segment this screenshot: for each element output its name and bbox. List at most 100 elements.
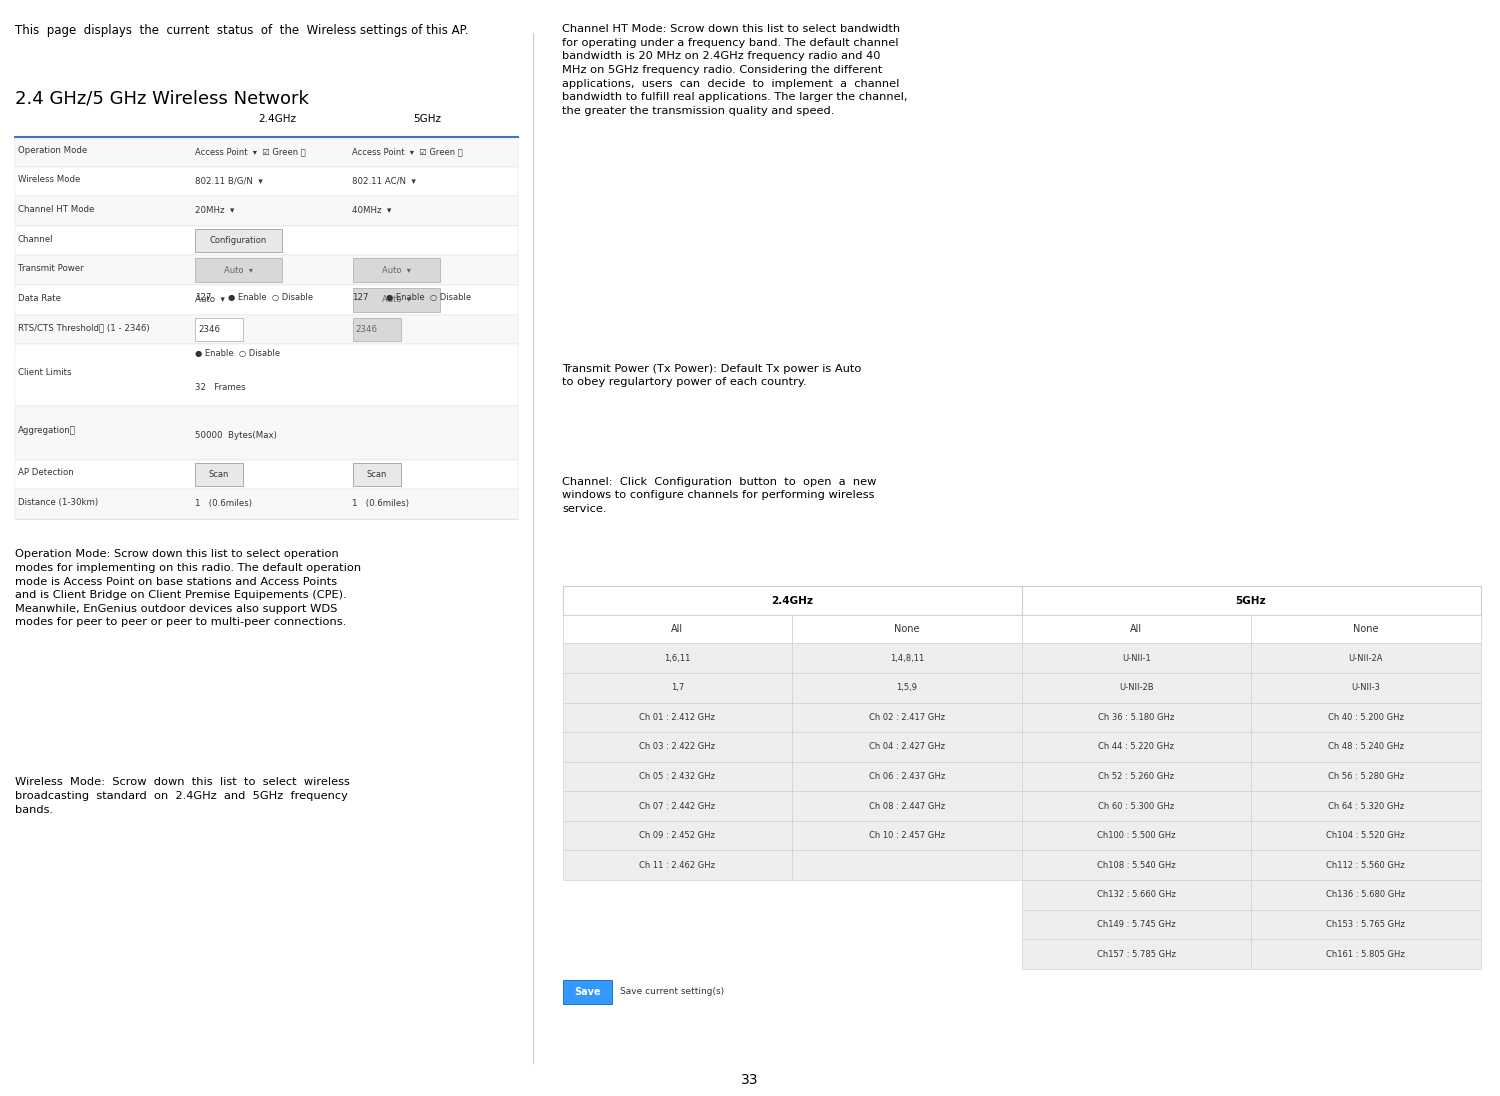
FancyBboxPatch shape [562, 850, 792, 880]
Text: Client Limits: Client Limits [18, 367, 72, 377]
Text: Ch157 : 5.785 GHz: Ch157 : 5.785 GHz [1096, 949, 1176, 959]
Text: RTS/CTS Thresholdⓘ (1 - 2346): RTS/CTS Thresholdⓘ (1 - 2346) [18, 323, 150, 332]
Text: Ch 02 : 2.417 GHz: Ch 02 : 2.417 GHz [868, 712, 945, 722]
Text: Auto  ▾: Auto ▾ [381, 265, 411, 275]
Text: ● Enable  ○ Disable: ● Enable ○ Disable [195, 349, 280, 358]
Text: Channel HT Mode: Scrow down this list to select bandwidth
for operating under a : Channel HT Mode: Scrow down this list to… [562, 24, 908, 116]
FancyBboxPatch shape [792, 732, 1022, 762]
FancyBboxPatch shape [1251, 673, 1480, 703]
Text: Auto  ▾: Auto ▾ [195, 295, 225, 305]
FancyBboxPatch shape [15, 196, 518, 226]
FancyBboxPatch shape [1022, 939, 1251, 969]
Text: 2346: 2346 [356, 324, 378, 334]
FancyBboxPatch shape [1251, 939, 1480, 969]
Text: All: All [670, 624, 684, 635]
Text: 2.4GHz: 2.4GHz [258, 114, 297, 124]
Text: Ch 44 : 5.220 GHz: Ch 44 : 5.220 GHz [1098, 742, 1174, 752]
Text: 33: 33 [741, 1073, 759, 1086]
FancyBboxPatch shape [562, 762, 792, 791]
Text: Scan: Scan [366, 470, 387, 479]
Text: Channel:  Click  Configuration  button  to  open  a  new
windows to configure ch: Channel: Click Configuration button to o… [562, 477, 878, 514]
FancyBboxPatch shape [15, 255, 518, 285]
FancyBboxPatch shape [15, 315, 518, 344]
Text: 32   Frames: 32 Frames [195, 384, 246, 392]
FancyBboxPatch shape [562, 703, 792, 732]
Text: 50000  Bytes(Max): 50000 Bytes(Max) [195, 431, 278, 441]
Text: Ch 40 : 5.200 GHz: Ch 40 : 5.200 GHz [1328, 712, 1404, 722]
FancyBboxPatch shape [1251, 703, 1480, 732]
Text: 1   (0.6miles): 1 (0.6miles) [352, 500, 410, 509]
Text: Ch 48 : 5.240 GHz: Ch 48 : 5.240 GHz [1328, 742, 1404, 752]
Text: 2346: 2346 [198, 324, 220, 334]
Text: Ch161 : 5.805 GHz: Ch161 : 5.805 GHz [1326, 949, 1406, 959]
FancyBboxPatch shape [792, 643, 1022, 673]
FancyBboxPatch shape [352, 259, 440, 282]
Text: 127: 127 [195, 293, 211, 302]
FancyBboxPatch shape [1022, 586, 1480, 615]
Text: Transmit Power: Transmit Power [18, 264, 84, 273]
Text: Ch 36 : 5.180 GHz: Ch 36 : 5.180 GHz [1098, 712, 1174, 722]
FancyBboxPatch shape [792, 673, 1022, 703]
Text: Ch100 : 5.500 GHz: Ch100 : 5.500 GHz [1096, 831, 1176, 841]
FancyBboxPatch shape [792, 850, 1022, 880]
Text: None: None [894, 624, 920, 635]
FancyBboxPatch shape [1251, 615, 1480, 643]
Text: Ch 60 : 5.300 GHz: Ch 60 : 5.300 GHz [1098, 801, 1174, 811]
Text: Ch 03 : 2.422 GHz: Ch 03 : 2.422 GHz [639, 742, 716, 752]
FancyBboxPatch shape [562, 615, 792, 643]
FancyBboxPatch shape [1251, 762, 1480, 791]
Text: ● Enable  ○ Disable: ● Enable ○ Disable [386, 293, 471, 302]
Text: 802.11 AC/N  ▾: 802.11 AC/N ▾ [352, 176, 417, 186]
Text: Configuration: Configuration [210, 236, 267, 246]
FancyBboxPatch shape [15, 489, 518, 518]
Text: Ch 04 : 2.427 GHz: Ch 04 : 2.427 GHz [868, 742, 945, 752]
FancyBboxPatch shape [1022, 643, 1251, 673]
FancyBboxPatch shape [195, 229, 282, 252]
Text: 5GHz: 5GHz [1236, 595, 1266, 606]
Text: Channel: Channel [18, 235, 54, 243]
Text: Ch136 : 5.680 GHz: Ch136 : 5.680 GHz [1326, 890, 1406, 900]
Text: Ch149 : 5.745 GHz: Ch149 : 5.745 GHz [1096, 920, 1176, 929]
FancyBboxPatch shape [1251, 791, 1480, 821]
Text: Ch 64 : 5.320 GHz: Ch 64 : 5.320 GHz [1328, 801, 1404, 811]
Text: Aggregationⓘ: Aggregationⓘ [18, 425, 76, 435]
Text: None: None [1353, 624, 1378, 635]
Text: Ch153 : 5.765 GHz: Ch153 : 5.765 GHz [1326, 920, 1406, 929]
FancyBboxPatch shape [195, 259, 282, 282]
FancyBboxPatch shape [1022, 910, 1251, 939]
FancyBboxPatch shape [15, 459, 518, 489]
Text: Data Rate: Data Rate [18, 294, 62, 302]
FancyBboxPatch shape [562, 732, 792, 762]
Text: Save: Save [574, 986, 600, 997]
Text: 2.4 GHz/5 GHz Wireless Network: 2.4 GHz/5 GHz Wireless Network [15, 90, 309, 107]
FancyBboxPatch shape [1022, 703, 1251, 732]
FancyBboxPatch shape [1022, 732, 1251, 762]
Text: Access Point  ▾  ☑ Green ⓘ: Access Point ▾ ☑ Green ⓘ [352, 147, 464, 157]
Text: Save current setting(s): Save current setting(s) [620, 987, 723, 996]
Text: 1,5,9: 1,5,9 [897, 683, 916, 693]
FancyBboxPatch shape [562, 821, 792, 850]
FancyBboxPatch shape [562, 643, 792, 673]
Text: 5GHz: 5GHz [414, 114, 441, 124]
Text: Wireless Mode: Wireless Mode [18, 175, 81, 184]
Text: Ch 11 : 2.462 GHz: Ch 11 : 2.462 GHz [639, 860, 716, 870]
Text: Scan: Scan [209, 470, 230, 479]
Text: 1,4,8,11: 1,4,8,11 [890, 653, 924, 663]
Text: Auto  ▾: Auto ▾ [224, 265, 254, 275]
Text: Auto  ▾: Auto ▾ [381, 295, 411, 305]
FancyBboxPatch shape [1022, 880, 1251, 910]
FancyBboxPatch shape [1022, 850, 1251, 880]
Text: Operation Mode: Scrow down this list to select operation
modes for implementing : Operation Mode: Scrow down this list to … [15, 549, 362, 627]
FancyBboxPatch shape [15, 285, 518, 315]
FancyBboxPatch shape [15, 344, 518, 407]
FancyBboxPatch shape [1251, 880, 1480, 910]
Text: Ch 06 : 2.437 GHz: Ch 06 : 2.437 GHz [868, 772, 945, 781]
Text: 20MHz  ▾: 20MHz ▾ [195, 206, 234, 216]
Text: Ch 52 : 5.260 GHz: Ch 52 : 5.260 GHz [1098, 772, 1174, 781]
FancyBboxPatch shape [1251, 850, 1480, 880]
FancyBboxPatch shape [562, 980, 612, 1004]
FancyBboxPatch shape [562, 586, 1022, 615]
Text: 2.4GHz: 2.4GHz [771, 595, 813, 606]
Text: Transmit Power (Tx Power): Default Tx power is Auto
to obey regulartory power of: Transmit Power (Tx Power): Default Tx po… [562, 364, 862, 388]
Text: 802.11 B/G/N  ▾: 802.11 B/G/N ▾ [195, 176, 262, 186]
